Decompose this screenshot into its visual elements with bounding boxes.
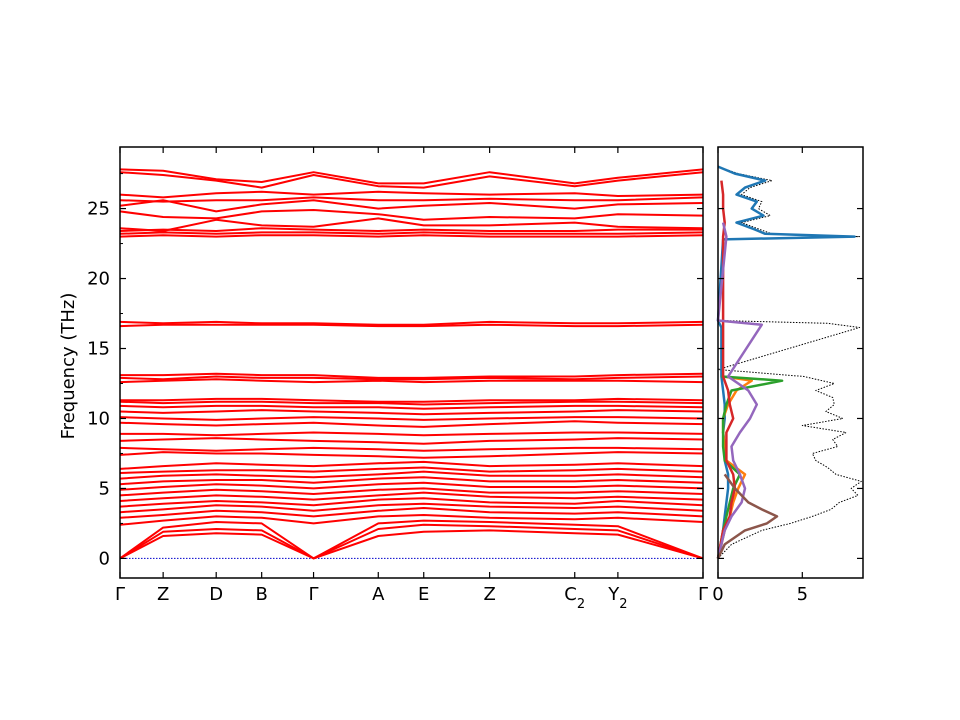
x-tick-label: Z	[483, 584, 495, 605]
band-20	[119, 409, 704, 416]
dos-series-5	[716, 222, 764, 559]
y-tick-label: 20	[87, 269, 110, 290]
dos-x-tick-label: 0	[712, 584, 723, 605]
band-6	[119, 497, 704, 508]
y-tick-label: 15	[87, 339, 110, 360]
dos-curves	[716, 165, 862, 559]
band-4	[119, 507, 704, 519]
band-3	[119, 514, 704, 526]
band-27	[119, 323, 704, 328]
band-19	[119, 416, 704, 421]
band-28	[119, 320, 704, 326]
dos-plot-frame	[717, 146, 864, 579]
band-38	[119, 168, 704, 185]
x-tick-label: C2	[564, 584, 585, 612]
x-tick-label: Y2	[607, 584, 627, 612]
x-tick-label: D	[209, 584, 223, 605]
dos-series-6	[716, 473, 779, 559]
x-tick-label: Γ	[698, 584, 708, 605]
band-24	[119, 378, 704, 384]
x-tick-label: E	[418, 584, 429, 605]
band-10	[119, 476, 704, 486]
y-tick-label: 5	[99, 478, 110, 499]
band-34	[119, 199, 704, 213]
band-13	[119, 460, 704, 470]
band-32	[119, 217, 704, 232]
y-tick-label: 25	[87, 199, 110, 220]
y-axis-label: Frequency (THz)	[58, 293, 79, 440]
band-structure-panel: Frequency (THz) 0 5 10 15 20 25 Γ Z D B Γ A E Z C2 Y2 Γ	[58, 146, 708, 612]
band-30	[119, 231, 704, 235]
band-14	[119, 451, 704, 459]
band-0	[119, 529, 704, 560]
band-16	[119, 437, 704, 445]
band-17	[120, 431, 704, 437]
dos-y-ticks	[718, 207, 863, 560]
band-7	[119, 491, 704, 502]
band-26	[120, 372, 704, 379]
x-tick-label: A	[372, 584, 385, 605]
dos-series-3	[716, 375, 784, 559]
y-ticks: 0 5 10 15 20 25	[87, 173, 703, 569]
x-tick-label: Γ	[309, 584, 319, 605]
band-plot-frame	[119, 146, 704, 579]
band-35	[119, 196, 704, 203]
band-2	[119, 519, 704, 560]
band-1	[119, 523, 704, 560]
band-18	[119, 420, 704, 428]
band-36	[119, 190, 704, 199]
band-22	[119, 400, 704, 406]
dos-series-1	[716, 165, 856, 559]
y-tick-label: 10	[87, 408, 110, 429]
band-23	[120, 397, 704, 403]
x-tick-label: Γ	[115, 584, 125, 605]
band-29	[119, 234, 704, 238]
high-symmetry-vlines	[119, 147, 704, 578]
band-31	[119, 227, 703, 232]
x-ticks: Γ Z D B Γ A E Z C2 Y2 Γ	[115, 584, 708, 612]
band-12	[119, 466, 704, 474]
band-5	[119, 502, 704, 514]
band-9	[119, 481, 704, 491]
band-33	[119, 209, 704, 221]
band-25	[119, 375, 704, 381]
x-tick-label: Z	[157, 584, 169, 605]
dos-x-tick-label: 5	[797, 584, 808, 605]
band-8	[119, 487, 704, 497]
x-tick-label: B	[255, 584, 267, 605]
y-tick-label: 0	[99, 548, 110, 569]
band-37	[119, 171, 704, 189]
band-15	[119, 446, 704, 452]
band-21	[119, 404, 704, 410]
dos-series-4	[716, 180, 737, 559]
band-11	[119, 470, 704, 480]
band-lines	[119, 168, 704, 560]
dos-series-0	[717, 166, 862, 559]
